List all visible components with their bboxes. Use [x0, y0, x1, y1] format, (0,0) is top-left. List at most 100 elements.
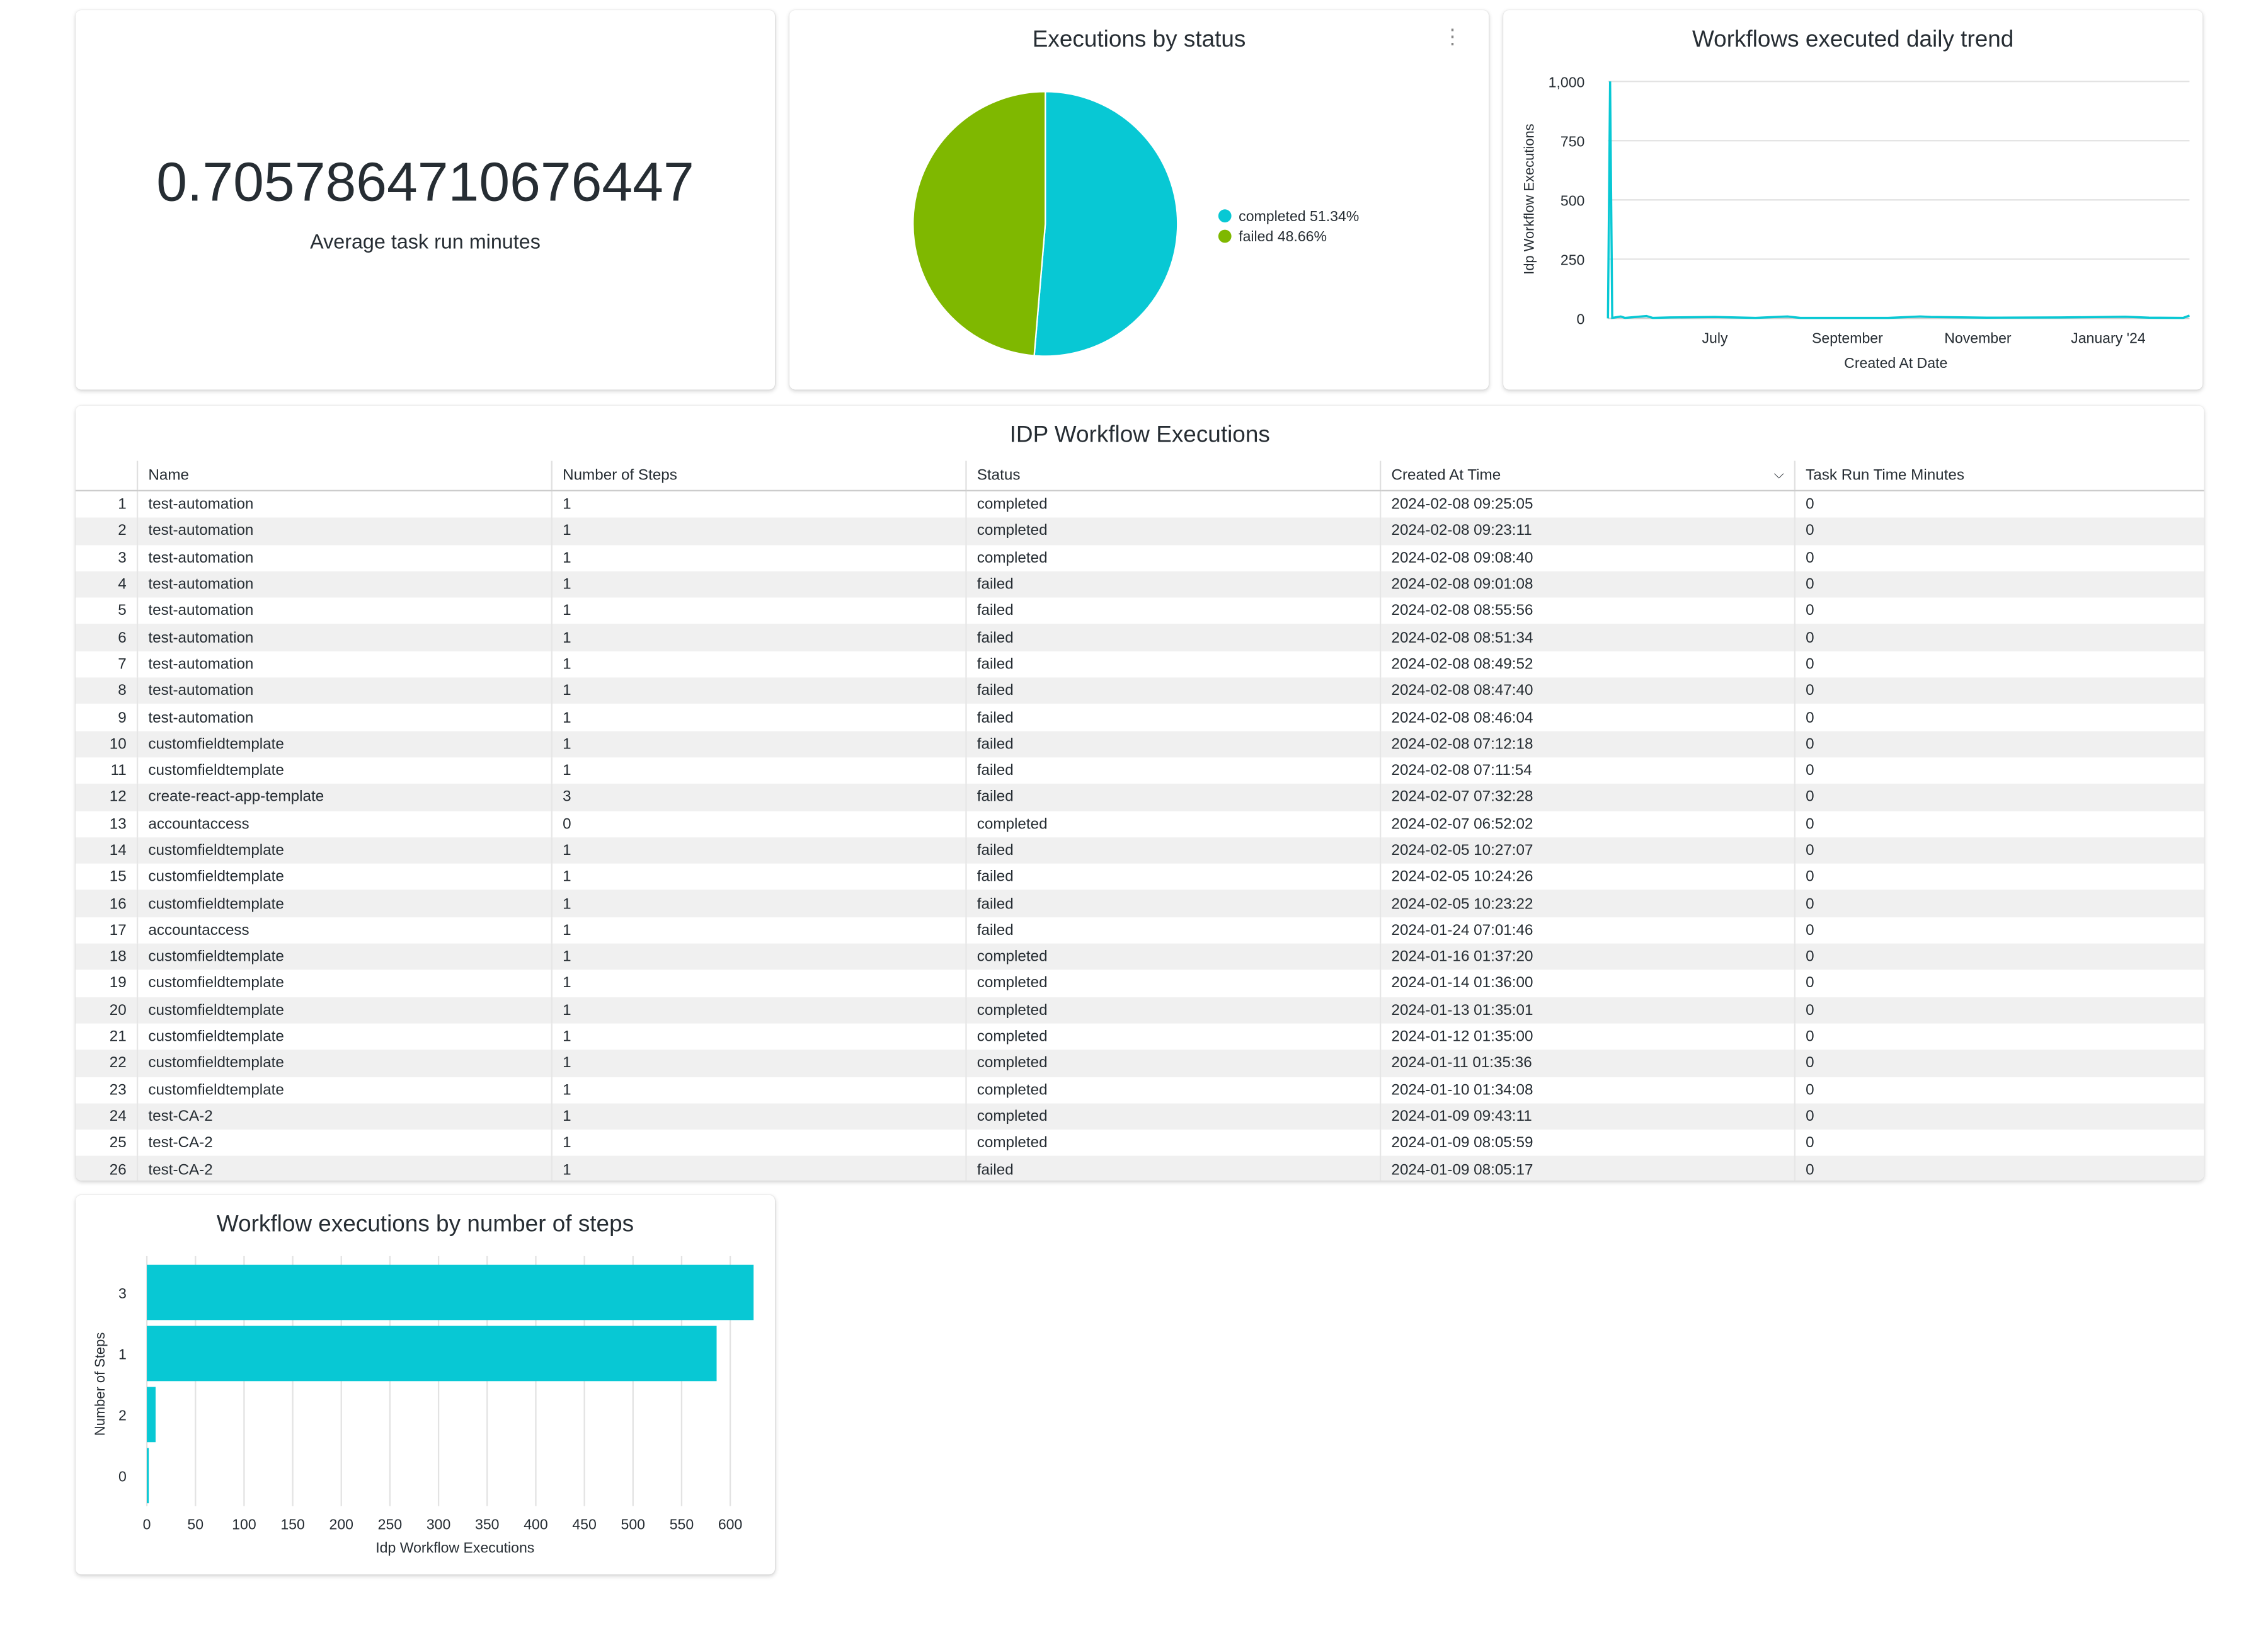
table-row[interactable]: 22 customfieldtemplate 1 completed 2024-01-1… — [76, 1050, 2204, 1077]
cell-created: 2024-01-24 07:01:46 — [1380, 917, 1795, 944]
col-steps[interactable]: Number of Steps — [551, 461, 966, 491]
cell-steps: 1 — [551, 970, 966, 997]
bar-3 — [147, 1264, 754, 1320]
cell-status: completed — [965, 544, 1381, 571]
cell-status: failed — [965, 571, 1381, 598]
pie-chart — [912, 91, 1179, 357]
cell-steps: 1 — [551, 1023, 966, 1050]
cell-name: customfieldtemplate — [136, 970, 552, 997]
cell-task-time: 0 — [1794, 704, 2204, 731]
cell-name: test-automation — [136, 597, 552, 625]
table-row[interactable]: 3 test-automation 1 completed 2024-02-08 09:… — [76, 544, 2204, 571]
cell-task-time: 0 — [1794, 917, 2204, 944]
cell-status: failed — [965, 624, 1381, 651]
pie-title: Executions by status — [1032, 27, 1246, 53]
row-index: 23 — [109, 1081, 127, 1099]
row-index: 17 — [109, 921, 127, 939]
cell-created: 2024-02-08 08:49:52 — [1380, 651, 1795, 678]
cell-name: test-automation — [136, 518, 552, 545]
legend-dot — [1218, 209, 1232, 223]
table-row[interactable]: 26 test-CA-2 1 failed 2024-01-09 08:05:17 0 — [76, 1156, 2204, 1181]
row-index: 3 — [118, 549, 127, 567]
table-row[interactable]: 9 test-automation 1 failed 2024-02-08 08:46:… — [76, 704, 2204, 731]
cell-name: customfieldtemplate — [136, 731, 552, 758]
row-index: 10 — [76, 731, 138, 758]
table-row[interactable]: 24 test-CA-2 1 completed 2024-01-09 09:43:11… — [76, 1103, 2204, 1130]
cell-status: completed — [965, 1076, 1381, 1104]
cell-name: test-automation — [136, 624, 552, 651]
cell-created: 2024-02-05 10:24:26 — [1380, 864, 1795, 891]
cell-name: test-automation — [136, 571, 552, 598]
cell-steps: 1 — [551, 597, 966, 625]
table-row[interactable]: 25 test-CA-2 1 completed 2024-01-09 08:05:59… — [76, 1130, 2204, 1157]
table-row[interactable]: 12 create-react-app-template 3 failed 2024-0… — [76, 784, 2204, 811]
cell-name: test-automation — [136, 490, 552, 518]
cell-steps: 1 — [551, 677, 966, 704]
cell-task-time: 0 — [1794, 624, 2204, 651]
table-row[interactable]: 11 customfieldtemplate 1 failed 2024-02-08 0… — [76, 757, 2204, 784]
cell-task-time: 0 — [1794, 757, 2204, 784]
table-header: Name Number of Steps Status Created At T… — [76, 461, 2204, 491]
table-row[interactable]: 23 customfieldtemplate 1 completed 2024-01-1… — [76, 1076, 2204, 1104]
row-index: 16 — [76, 890, 138, 917]
x-tick-label: 550 — [670, 1516, 694, 1533]
table-row[interactable]: 1 test-automation 1 completed 2024-02-08 09:… — [76, 490, 2204, 518]
cell-task-time: 0 — [1794, 1023, 2204, 1050]
table-row[interactable]: 17 accountaccess 1 failed 2024-01-24 07:01:4… — [76, 917, 2204, 944]
table-card: IDP Workflow Executions Name Number of S… — [76, 405, 2204, 1181]
cell-task-time: 0 — [1794, 518, 2204, 545]
legend-completed[interactable]: completed 51.34% — [1218, 208, 1359, 228]
cell-steps: 1 — [551, 1050, 966, 1077]
cell-created: 2024-02-08 07:12:18 — [1380, 731, 1795, 758]
row-index: 12 — [76, 784, 138, 811]
table-row[interactable]: 8 test-automation 1 failed 2024-02-08 08:47:… — [76, 677, 2204, 704]
legend-failed[interactable]: failed 48.66% — [1218, 228, 1359, 248]
table-row[interactable]: 7 test-automation 1 failed 2024-02-08 08:49:… — [76, 651, 2204, 678]
cell-status: completed — [965, 518, 1381, 545]
cell-steps: 3 — [551, 784, 966, 811]
more-vert-icon[interactable]: ⋮ — [1442, 25, 1463, 49]
cell-task-time: 0 — [1794, 890, 2204, 917]
table-row[interactable]: 6 test-automation 1 failed 2024-02-08 08:51:… — [76, 624, 2204, 651]
row-index: 18 — [76, 943, 138, 971]
cell-steps: 1 — [551, 917, 966, 944]
table-row[interactable]: 15 customfieldtemplate 1 failed 2024-02-05 1… — [76, 864, 2204, 891]
cell-steps: 1 — [551, 1130, 966, 1157]
table-row[interactable]: 2 test-automation 1 completed 2024-02-08 09:… — [76, 518, 2204, 545]
cell-steps: 1 — [551, 624, 966, 651]
table-row[interactable]: 18 customfieldtemplate 1 completed 2024-01-1… — [76, 943, 2204, 971]
table-row[interactable]: 13 accountaccess 0 completed 2024-02-07 06:5… — [76, 810, 2204, 837]
table-row[interactable]: 19 customfieldtemplate 1 completed 2024-01-1… — [76, 970, 2204, 997]
table-row[interactable]: 20 customfieldtemplate 1 completed 2024-01-1… — [76, 997, 2204, 1024]
table-row[interactable]: 21 customfieldtemplate 1 completed 2024-01-1… — [76, 1023, 2204, 1050]
chevron-down-icon[interactable]: ⌵ — [1773, 466, 1784, 481]
col-name[interactable]: Name — [136, 461, 552, 491]
x-tick-label: July — [1702, 330, 1727, 346]
cell-name: test-automation — [136, 704, 552, 731]
row-index: 11 — [110, 762, 127, 780]
cell-steps: 1 — [551, 997, 966, 1024]
cell-task-time: 0 — [1794, 731, 2204, 758]
table-row[interactable]: 4 test-automation 1 failed 2024-02-08 09:01:… — [76, 571, 2204, 598]
cell-task-time: 0 — [1794, 677, 2204, 704]
cell-name: customfieldtemplate — [136, 997, 552, 1024]
bar-0 — [147, 1448, 149, 1504]
cell-task-time: 0 — [1794, 1076, 2204, 1104]
trend-chart: 0 250 500 750 1,000 July September November Janu… — [1521, 74, 2190, 371]
cell-created: 2024-02-08 08:51:34 — [1380, 624, 1795, 651]
cell-created: 2024-02-08 09:23:11 — [1380, 518, 1795, 545]
col-index — [76, 461, 138, 491]
table-row[interactable]: 14 customfieldtemplate 1 failed 2024-02-05 1… — [76, 837, 2204, 864]
col-created[interactable]: Created At Time ⌵ — [1380, 461, 1795, 491]
col-status[interactable]: Status — [965, 461, 1381, 491]
legend-label: failed 48.66% — [1239, 229, 1327, 246]
cell-task-time: 0 — [1794, 1103, 2204, 1130]
y-tick-label: 250 — [1561, 252, 1584, 268]
col-task-time[interactable]: Task Run Time Minutes — [1794, 461, 2204, 491]
table-row[interactable]: 5 test-automation 1 failed 2024-02-08 08:55:… — [76, 597, 2204, 625]
table-row[interactable]: 16 customfieldtemplate 1 failed 2024-02-05 1… — [76, 890, 2204, 917]
table-row[interactable]: 10 customfieldtemplate 1 failed 2024-02-08 0… — [76, 731, 2204, 758]
row-index: 26 — [76, 1156, 138, 1181]
cell-created: 2024-02-05 10:23:22 — [1380, 890, 1795, 917]
cell-created: 2024-01-09 08:05:59 — [1380, 1130, 1795, 1157]
